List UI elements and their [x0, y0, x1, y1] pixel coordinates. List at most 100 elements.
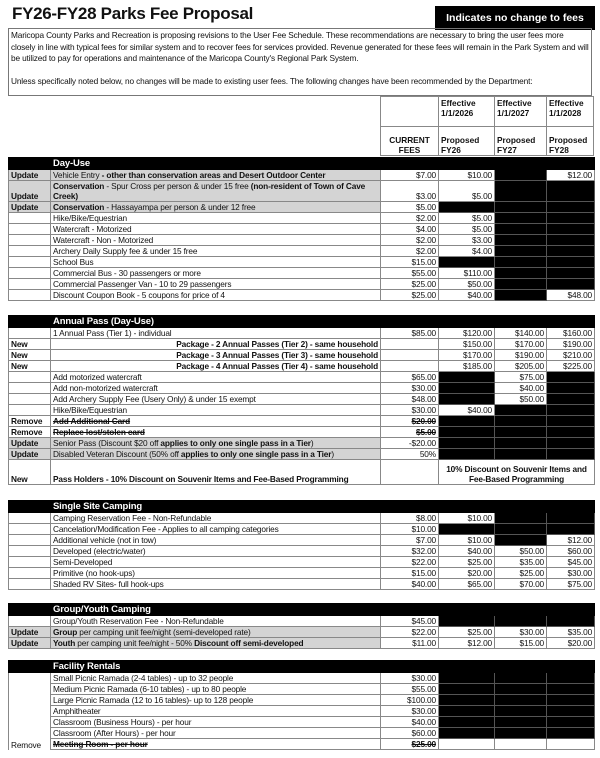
fee-description: Commercial Bus - 30 passengers or more: [50, 267, 381, 279]
proposed-fy26-no-change: [438, 694, 495, 706]
fee-row: Discount Coupon Book - 5 coupons for pri…: [8, 289, 596, 301]
proposed-fy26-no-change: [438, 716, 495, 728]
action-label: [8, 256, 51, 268]
description-part: Primitive (no hook-ups): [53, 568, 135, 578]
proposed-fy28-no-change: [545, 234, 596, 246]
proposed-fy27-no-change: [494, 727, 547, 739]
section-header: Facility Rentals: [8, 660, 596, 673]
action-label: [8, 672, 51, 684]
fee-description: Senior Pass (Discount $20 off applies to…: [50, 437, 381, 449]
proposed-fy26: $170.00: [438, 349, 495, 361]
fee-row: Small Picnic Ramada (2-4 tables) - up to…: [8, 672, 596, 684]
action-label: [8, 278, 51, 290]
description-part: per camping unit fee/night - 50%: [75, 638, 195, 648]
fee-description: Watercraft - Motorized: [50, 223, 381, 235]
description-part: Large Picnic Ramada (12 to 16 tables)- u…: [53, 695, 254, 705]
description-part: Group: [53, 627, 78, 637]
fee-description: Primitive (no hook-ups): [50, 567, 381, 579]
action-label: [8, 327, 51, 339]
current-fee: $85.00: [380, 327, 439, 339]
fee-row: Group/Youth Reservation Fee - Non-Refund…: [8, 615, 596, 627]
current-fee: $3.00: [380, 180, 439, 202]
proposed-fy28: $190.00: [546, 338, 595, 350]
fee-row: Amphitheater $30.00: [8, 705, 596, 717]
fee-row: Remove Add Additional Card $20.00: [8, 415, 595, 427]
action-label: [8, 705, 51, 717]
fee-row: Update Conservation - Spur Cross per pers…: [8, 180, 596, 202]
description-part: Archery Daily Supply fee & under 15 free: [53, 246, 198, 256]
current-fee: $2.00: [380, 212, 439, 224]
fee-description: Hike/Bike/Equestrian: [50, 212, 381, 224]
fee-description: Discount Coupon Book - 5 coupons for pri…: [50, 289, 381, 301]
fee-table-facility-rentals: Facility Rentals Small Picnic Ramada (2-4…: [8, 660, 596, 750]
section-title: Annual Pass (Day-Use): [50, 315, 595, 328]
action-label: [8, 234, 51, 246]
proposed-fy26: $10.00: [438, 512, 495, 524]
proposed-fy26-no-change: [438, 437, 495, 449]
no-change-legend: Indicates no change to fees: [435, 6, 595, 30]
fee-description: Hike/Bike/Equestrian: [50, 404, 381, 416]
action-label: [8, 382, 51, 394]
proposed-fy26-no-change: [438, 727, 495, 739]
proposed-fy26: $5.00: [438, 180, 495, 202]
current-fee: [380, 349, 439, 361]
description-part: Additional vehicle (not in tow): [53, 535, 157, 545]
fee-row: School Bus $15.00: [8, 256, 596, 268]
action-label: [8, 371, 51, 383]
current-fee: $7.00: [380, 534, 439, 546]
section-header: Single Site Camping: [8, 500, 596, 513]
current-fee: $25.00: [380, 289, 439, 301]
fee-description: Add non-motorized watercraft: [50, 382, 381, 394]
action-label: [8, 393, 51, 405]
header-effective-fy27: Effective 1/1/2027: [494, 96, 547, 127]
fee-description: Conservation - Spur Cross per person & u…: [50, 180, 381, 202]
fee-description: Classroom (Business Hours) - per hour: [50, 716, 381, 728]
proposed-fy27-no-change: [494, 212, 547, 224]
proposed-fy26: $10.00: [438, 169, 495, 181]
proposed-fy27: $50.00: [494, 545, 547, 557]
fee-description: 1 Annual Pass (Tier 1) - individual: [50, 327, 381, 339]
action-label: Update: [8, 180, 51, 202]
proposed-fy28-no-change: [545, 716, 596, 728]
current-fee: $30.00: [380, 672, 439, 684]
header-current-fees: CURRENT FEES: [380, 126, 439, 156]
current-fee: [380, 360, 439, 372]
description-part: Developed (electric/water): [53, 546, 146, 556]
fee-description: Add Additional Card: [50, 415, 381, 427]
description-part: Medium Picnic Ramada (6-10 tables) - up …: [53, 684, 247, 694]
section-header: Annual Pass (Day-Use): [8, 315, 595, 328]
section-header: Day-Use: [8, 157, 596, 170]
action-label: [8, 523, 51, 535]
fee-description: Package - 3 Annual Passes (Tier 3) - sam…: [50, 349, 381, 361]
description-part: Conservation: [53, 202, 105, 212]
proposed-fy26: $65.00: [438, 578, 495, 590]
description-part: Add Additional Card: [53, 416, 131, 426]
action-label: [8, 245, 51, 257]
action-label: [8, 267, 51, 279]
proposed-fy27-no-change: [494, 223, 547, 235]
fee-description: Cancelation/Modification Fee - Applies t…: [50, 523, 381, 535]
description-part: - Hassayampa per person & under 12 free: [104, 202, 256, 212]
fee-row: Hike/Bike/Equestrian $2.00 $5.00: [8, 212, 596, 224]
proposed-fy28: $20.00: [545, 637, 596, 649]
section-title: Group/Youth Camping: [49, 603, 596, 616]
section-title: Facility Rentals: [49, 660, 596, 673]
description-part: 1 Annual Pass (Tier 1) - individual: [53, 328, 172, 338]
current-fee: $4.00: [380, 223, 439, 235]
description-part: Discount off semi-developed: [194, 638, 304, 648]
fee-row: Update Group per camping unit fee/night (…: [8, 626, 596, 638]
action-label: [8, 512, 51, 524]
fee-description: Shaded RV Sites- full hook-ups: [50, 578, 381, 590]
current-fee: $2.00: [380, 245, 439, 257]
current-fee: $8.00: [380, 512, 439, 524]
current-fee: $11.00: [380, 637, 439, 649]
fee-description: Camping Reservation Fee - Non-Refundable: [50, 512, 381, 524]
proposed-fy26-no-change: [438, 426, 495, 438]
proposed-fy27-no-change: [494, 426, 547, 438]
column-header: Effective 1/1/2026 Effective 1/1/2027 Ef…: [380, 96, 594, 156]
proposed-fy27: $70.00: [494, 578, 547, 590]
proposed-fy28-no-change: [545, 705, 596, 717]
proposed-fy27-no-change: [494, 289, 547, 301]
current-fee: $20.00: [380, 415, 439, 427]
